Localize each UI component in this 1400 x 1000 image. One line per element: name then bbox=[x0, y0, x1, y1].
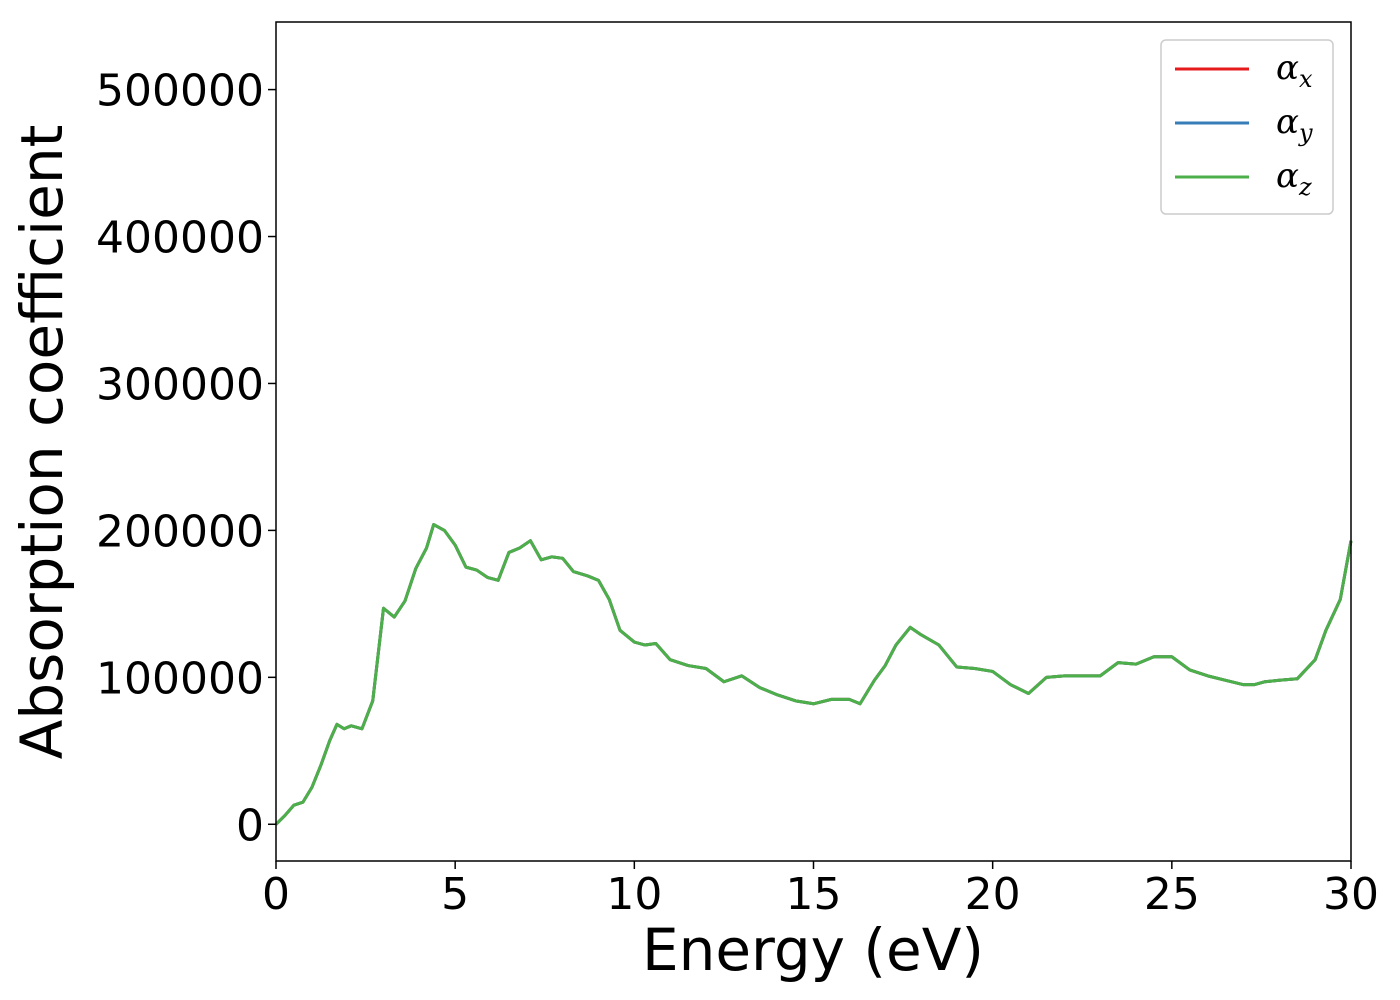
plot-frame bbox=[275, 21, 1352, 862]
data-line bbox=[274, 523, 1353, 826]
x-tick-label: 20 bbox=[965, 869, 1021, 920]
data-line bbox=[274, 523, 1353, 826]
x-tick-label: 15 bbox=[786, 869, 842, 920]
x-tick-label: 5 bbox=[441, 869, 469, 920]
x-tick-label: 10 bbox=[606, 869, 662, 920]
y-tick-label: 200000 bbox=[96, 506, 264, 557]
y-tick-label: 400000 bbox=[96, 213, 264, 264]
y-axis-label: Absorption coefficient bbox=[8, 125, 76, 760]
x-tick-label: 0 bbox=[262, 869, 290, 920]
x-tick-label: 30 bbox=[1323, 869, 1379, 920]
x-axis-label: Energy (eV) bbox=[642, 916, 984, 984]
legend-box bbox=[1160, 39, 1334, 215]
y-tick-label: 500000 bbox=[96, 66, 264, 117]
y-tick-label: 300000 bbox=[96, 359, 264, 410]
y-tick-label: 100000 bbox=[96, 653, 264, 704]
data-line bbox=[274, 523, 1353, 826]
x-tick-label: 25 bbox=[1144, 869, 1200, 920]
y-tick-label: 0 bbox=[236, 800, 264, 851]
legend-label: αz bbox=[1276, 156, 1312, 201]
